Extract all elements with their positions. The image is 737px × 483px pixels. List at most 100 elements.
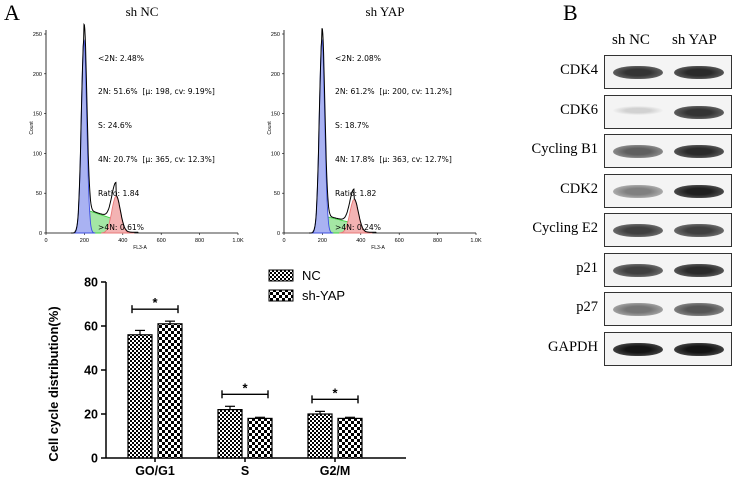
significance-star: * bbox=[242, 380, 248, 395]
bar-nc bbox=[127, 334, 153, 459]
blot-strip bbox=[604, 134, 732, 168]
stat-line: 2N: 61.2% [μ: 200, cv: 11.2%] bbox=[335, 87, 452, 97]
stat-line: S: 18.7% bbox=[335, 121, 369, 131]
x-tick-label: 200 bbox=[80, 238, 89, 244]
bar-sh-yap bbox=[157, 323, 183, 459]
band-nc bbox=[613, 145, 663, 158]
y-tick-label: 250 bbox=[33, 32, 42, 38]
x-tick-label: 800 bbox=[195, 238, 204, 244]
band-yap bbox=[674, 303, 724, 316]
band-nc bbox=[613, 105, 663, 115]
y-tick-label: 50 bbox=[36, 191, 42, 197]
band-yap bbox=[674, 263, 724, 277]
band-nc bbox=[613, 303, 663, 316]
blot-strip bbox=[604, 213, 732, 247]
significance-star: * bbox=[332, 385, 338, 400]
y-tick-label: 80 bbox=[84, 276, 98, 290]
stat-line: <2N: 2.08% bbox=[335, 53, 381, 63]
blot-strip bbox=[604, 252, 732, 287]
blot-label: CDK2 bbox=[560, 180, 598, 197]
y-tick-label: 0 bbox=[91, 452, 98, 466]
blot-label: CDK4 bbox=[560, 62, 598, 78]
flow-title-nc: sh NC bbox=[125, 4, 159, 19]
y-tick-label: 20 bbox=[84, 408, 98, 422]
stat-line: 4N: 17.8% [μ: 363, cv: 12.7%] bbox=[335, 155, 452, 165]
blot-strip bbox=[604, 173, 732, 208]
band-nc bbox=[613, 66, 663, 79]
wb-header-yap: sh YAP bbox=[672, 32, 717, 48]
flow-stats-nc: <2N: 2.48% 2N: 51.6% [μ: 198, cv: 9.19%]… bbox=[98, 30, 215, 245]
blot-label: Cycling E2 bbox=[532, 220, 598, 236]
x-category-label: GO/G1 bbox=[135, 464, 175, 478]
g1-peak-area bbox=[72, 39, 96, 234]
y-tick-label: 100 bbox=[33, 151, 42, 157]
flow-histogram-nc: 250 200 150 100 50 00 200 400 600 800 1.0K Count FL3… bbox=[29, 23, 244, 250]
panel-b-label: B bbox=[563, 0, 578, 25]
x-tick-label: 600 bbox=[157, 238, 166, 244]
blot-label: Cycling B1 bbox=[531, 141, 598, 157]
stat-line: <2N: 2.48% bbox=[98, 53, 144, 63]
bar-nc bbox=[307, 413, 333, 459]
flow-title-yap: sh YAP bbox=[365, 4, 405, 19]
band-nc bbox=[613, 342, 663, 356]
blot-label: p27 bbox=[576, 299, 598, 315]
wb-header-nc: sh NC bbox=[612, 32, 650, 48]
stat-line: 2N: 51.6% [μ: 198, cv: 9.19%] bbox=[98, 87, 215, 97]
x-tick-label: 1.0K bbox=[470, 238, 482, 244]
g1-peak-area bbox=[310, 39, 334, 234]
x-axis-label: FL3-A bbox=[133, 245, 147, 250]
blot-strip bbox=[604, 331, 732, 366]
y-axis-label: Cell cycle distribution(%) bbox=[46, 306, 61, 461]
y-tick-label: 0 bbox=[277, 231, 280, 237]
x-category-label: S bbox=[241, 464, 249, 478]
legend-swatch-sh-yap bbox=[268, 289, 294, 302]
x-tick-label: 800 bbox=[433, 238, 442, 244]
y-tick-label: 200 bbox=[33, 72, 42, 78]
x-tick-label: 0 bbox=[44, 238, 47, 244]
band-yap bbox=[674, 66, 724, 79]
bar-sh-yap bbox=[247, 417, 273, 459]
blot-strip bbox=[604, 94, 732, 129]
x-tick-label: 600 bbox=[395, 238, 404, 244]
cell-cycle-bar-chart: Cell cycle distribution(%) 0 20 40 60 80 GO/G… bbox=[46, 268, 406, 478]
legend-label: sh-YAP bbox=[302, 288, 345, 303]
stat-line: >4N: 0.61% bbox=[98, 223, 144, 233]
blot-label: GAPDH bbox=[548, 338, 598, 355]
x-tick-label: 200 bbox=[318, 238, 327, 244]
panel-a-label: A bbox=[4, 0, 20, 25]
band-yap bbox=[674, 184, 724, 198]
y-tick-label: 0 bbox=[39, 231, 42, 237]
y-tick-label: 250 bbox=[271, 32, 280, 38]
blot-strip bbox=[604, 55, 732, 89]
blot-label: p21 bbox=[576, 259, 598, 276]
band-yap bbox=[674, 105, 724, 119]
band-nc bbox=[613, 263, 663, 277]
x-tick-label: 400 bbox=[118, 238, 127, 244]
stat-line: Ratio: 1.84 bbox=[98, 189, 140, 199]
band-yap bbox=[674, 342, 724, 356]
blot-label: CDK6 bbox=[560, 101, 598, 118]
x-tick-label: 0 bbox=[282, 238, 285, 244]
legend-label: NC bbox=[302, 268, 321, 283]
legend-swatch-nc bbox=[268, 269, 294, 282]
flow-histogram-yap: 250 200 150 100 50 00 200 400 600 800 1.0K Count FL3… bbox=[267, 28, 482, 250]
y-tick-label: 150 bbox=[271, 112, 280, 118]
histogram-envelope bbox=[309, 28, 377, 234]
blot-strip bbox=[604, 292, 732, 326]
y-tick-label: 150 bbox=[33, 112, 42, 118]
band-nc bbox=[613, 224, 663, 237]
x-axis-label: FL3-A bbox=[371, 245, 385, 250]
y-tick-label: 60 bbox=[84, 320, 98, 334]
y-tick-label: 50 bbox=[274, 191, 280, 197]
band-yap bbox=[674, 224, 724, 237]
y-axis-label: Count bbox=[29, 121, 35, 135]
band-yap bbox=[674, 145, 724, 158]
y-axis-label: Count bbox=[267, 121, 273, 135]
stat-line: >4N: 0.24% bbox=[335, 223, 381, 233]
stat-line: Ratio: 1.82 bbox=[335, 189, 377, 199]
stat-line: S: 24.6% bbox=[98, 121, 132, 131]
x-category-label: G2/M bbox=[320, 464, 351, 478]
band-nc bbox=[613, 184, 663, 198]
bar-nc bbox=[217, 409, 243, 459]
x-tick-label: 1.0K bbox=[232, 238, 244, 244]
